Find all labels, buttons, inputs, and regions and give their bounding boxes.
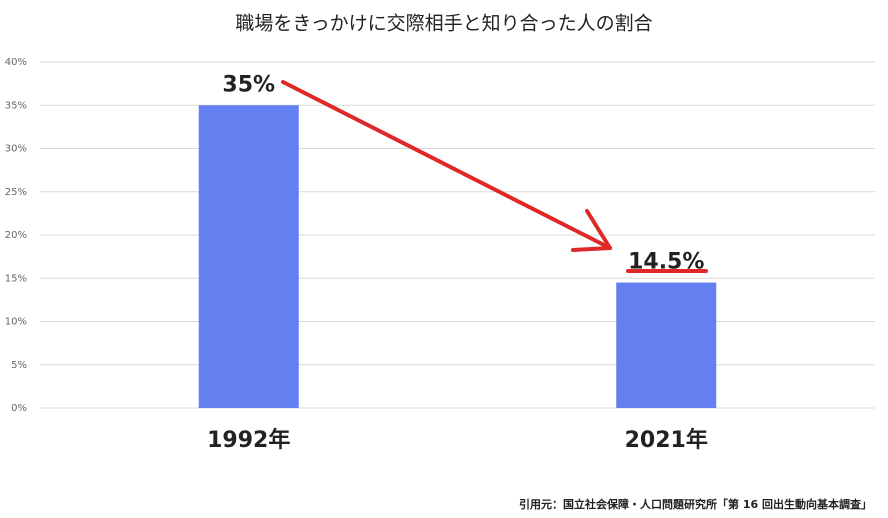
y-tick-label: 15%: [5, 273, 27, 284]
y-tick-label: 25%: [5, 187, 27, 198]
bar: [616, 282, 717, 408]
y-tick-label: 0%: [11, 403, 27, 414]
y-tick-label: 40%: [5, 57, 27, 68]
y-tick-label: 5%: [11, 360, 27, 371]
y-tick-label: 30%: [5, 144, 27, 155]
bar: [198, 105, 299, 408]
x-tick-label: 2021年: [625, 427, 708, 453]
x-tick-label: 1992年: [207, 427, 290, 453]
y-tick-label: 35%: [5, 100, 27, 111]
y-tick-label: 10%: [5, 317, 27, 328]
value-label: 35%: [222, 72, 275, 97]
source-note: 引用元：国立社会保障・人口問題研究所「第 16 回出生動向基本調査」: [519, 497, 872, 511]
chart-title: 職場をきっかけに交際相手と知り合った人の割合: [235, 13, 652, 35]
trend-arrow: [281, 80, 708, 273]
y-tick-label: 20%: [5, 230, 27, 241]
